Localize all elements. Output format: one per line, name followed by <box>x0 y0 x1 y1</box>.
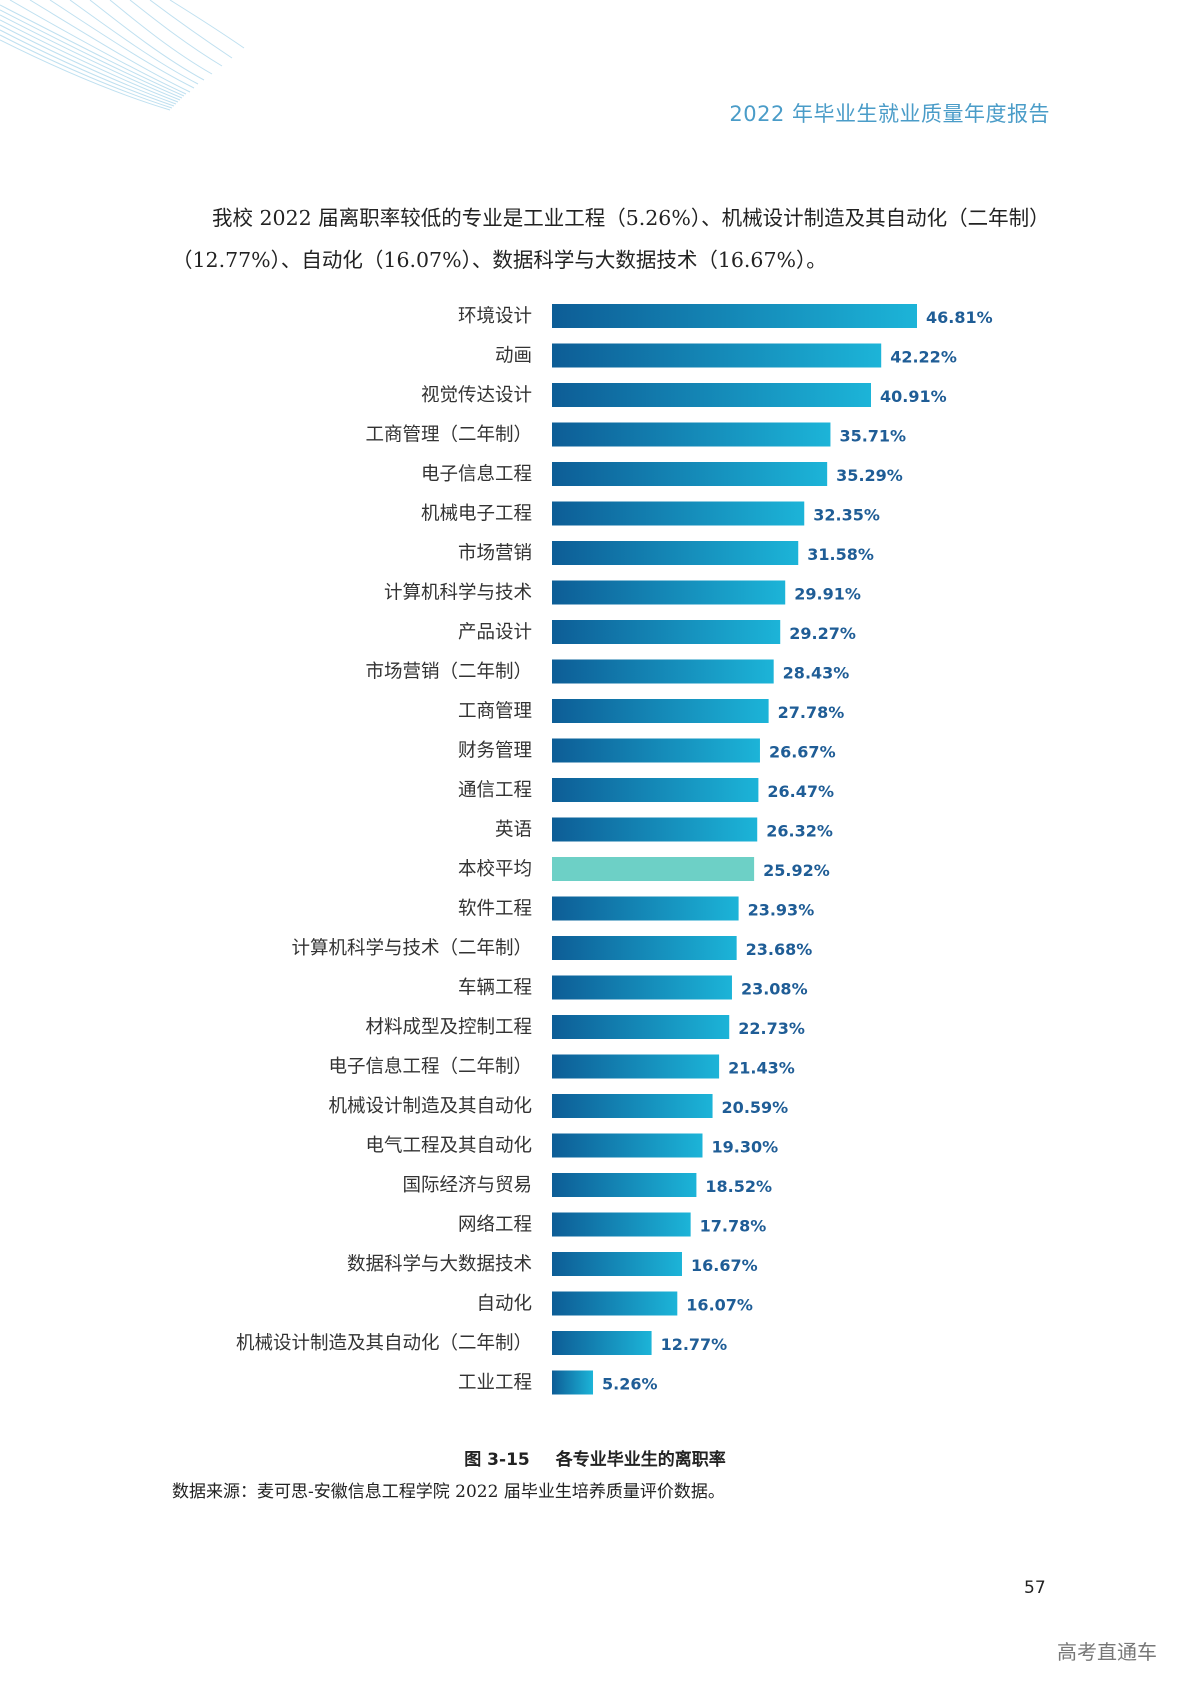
value-label: 12.77% <box>661 1335 728 1354</box>
category-label: 电子信息工程 <box>421 464 532 485</box>
value-label: 22.73% <box>738 1019 805 1038</box>
value-label: 16.07% <box>686 1296 753 1315</box>
bar <box>552 422 831 447</box>
bar <box>552 462 828 486</box>
category-label: 电气工程及其自动化 <box>365 1136 532 1157</box>
data-source-note: 数据来源：麦可思-安徽信息工程学院 2022 届毕业生培养质量评价数据。 <box>172 1482 725 1502</box>
bar <box>552 1291 678 1316</box>
value-label: 26.67% <box>769 743 836 762</box>
value-label: 29.91% <box>794 585 861 604</box>
value-label: 20.59% <box>722 1098 789 1117</box>
category-label: 通信工程 <box>458 780 532 801</box>
bar <box>552 1015 730 1039</box>
bar <box>552 936 737 960</box>
category-label: 本校平均 <box>458 859 532 880</box>
value-label: 23.68% <box>746 940 813 959</box>
value-label: 35.71% <box>839 427 906 446</box>
turnover-rate-bar-chart: 环境设计 46.81% 动画 42.22% 视觉传达设计 40.91% 工商管理（二年制） 3… <box>236 304 993 1395</box>
bar <box>552 817 758 842</box>
value-label: 16.67% <box>691 1256 758 1275</box>
bar <box>552 738 760 763</box>
category-label: 自动化 <box>476 1294 532 1315</box>
category-label: 计算机科学与技术 <box>384 583 532 604</box>
category-label: 材料成型及控制工程 <box>365 1017 532 1038</box>
value-label: 26.32% <box>766 822 833 841</box>
bar <box>552 383 871 407</box>
bar <box>552 975 732 1000</box>
intro-paragraph: 我校 2022 届离职率较低的专业是工业工程（5.26%）、机械设计制造及其自动… <box>172 206 1050 272</box>
value-label: 19.30% <box>711 1138 778 1157</box>
bar <box>552 1173 697 1197</box>
bar <box>552 1370 594 1395</box>
bar <box>552 541 799 565</box>
value-label: 17.78% <box>700 1217 767 1236</box>
value-label: 46.81% <box>926 308 993 327</box>
value-label: 26.47% <box>767 782 834 801</box>
page-number: 57 <box>1024 1578 1046 1598</box>
category-label: 英语 <box>495 820 532 841</box>
category-label: 市场营销（二年制） <box>365 662 532 683</box>
value-label: 31.58% <box>807 545 874 564</box>
bar <box>552 1252 682 1276</box>
category-label: 软件工程 <box>458 899 532 920</box>
bar <box>552 1054 720 1079</box>
value-label: 5.26% <box>602 1375 658 1394</box>
category-label: 机械设计制造及其自动化（二年制） <box>236 1333 532 1354</box>
category-label: 环境设计 <box>458 306 532 327</box>
bar <box>552 304 917 328</box>
value-label: 21.43% <box>728 1059 795 1078</box>
report-header-title: 2022 年毕业生就业质量年度报告 <box>729 102 1050 126</box>
category-label: 网络工程 <box>458 1215 532 1236</box>
category-label: 工商管理 <box>458 701 532 722</box>
category-label: 电子信息工程（二年制） <box>328 1057 532 1078</box>
decorative-wave-lines <box>0 0 245 111</box>
category-label: 产品设计 <box>458 622 532 643</box>
category-label: 视觉传达设计 <box>421 385 532 406</box>
bar <box>552 1094 713 1118</box>
value-label: 28.43% <box>783 664 850 683</box>
category-label: 国际经济与贸易 <box>402 1175 532 1196</box>
category-label: 财务管理 <box>458 741 532 762</box>
value-label: 23.93% <box>748 901 815 920</box>
value-label: 18.52% <box>705 1177 772 1196</box>
bar <box>552 659 774 684</box>
category-label: 计算机科学与技术（二年制） <box>291 938 532 959</box>
bar <box>552 343 882 368</box>
category-label: 动画 <box>495 346 532 367</box>
value-label: 29.27% <box>789 624 856 643</box>
value-label: 40.91% <box>880 387 947 406</box>
bar <box>552 778 759 802</box>
bar <box>552 580 786 605</box>
bar <box>552 896 739 921</box>
value-label: 23.08% <box>741 980 808 999</box>
bar <box>552 620 781 644</box>
category-label: 市场营销 <box>458 543 532 564</box>
figure-caption: 图 3-15 各专业毕业生的离职率 <box>0 1445 1190 1470</box>
figure-number: 图 3-15 <box>464 1450 530 1470</box>
category-label: 机械设计制造及其自动化 <box>328 1096 532 1117</box>
category-label: 数据科学与大数据技术 <box>347 1254 532 1275</box>
bar <box>552 699 769 723</box>
bar <box>552 1212 691 1237</box>
category-label: 机械电子工程 <box>421 504 532 525</box>
figure-title: 各专业毕业生的离职率 <box>555 1450 726 1470</box>
value-label: 42.22% <box>890 348 957 367</box>
watermark: 高考直通车 <box>1057 1640 1157 1664</box>
value-label: 25.92% <box>763 861 830 880</box>
value-label: 27.78% <box>778 703 845 722</box>
category-label: 工商管理（二年制） <box>365 425 532 446</box>
average-bar <box>552 857 755 881</box>
value-label: 32.35% <box>813 506 880 525</box>
value-label: 35.29% <box>836 466 903 485</box>
category-label: 工业工程 <box>458 1373 532 1394</box>
bar <box>552 1133 703 1158</box>
bar <box>552 501 805 526</box>
category-label: 车辆工程 <box>458 978 532 999</box>
bar <box>552 1331 652 1355</box>
